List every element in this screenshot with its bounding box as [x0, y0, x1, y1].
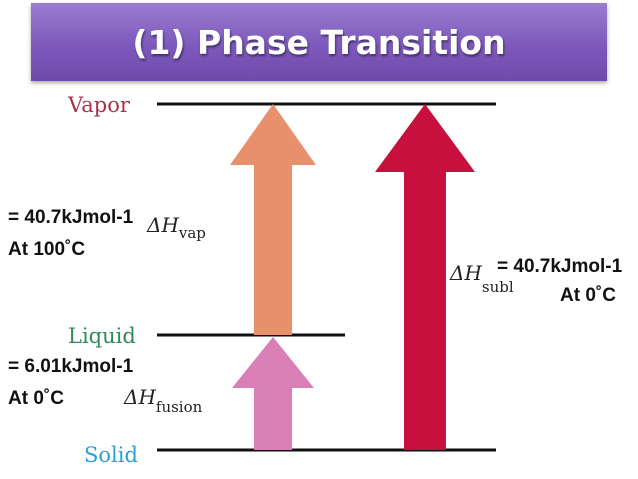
page-title: (1) Phase Transition	[132, 22, 506, 62]
subl-enthalpy-value: = 40.7kJmol-1	[497, 256, 623, 277]
dh-subl-label: ΔHsubl	[449, 261, 514, 296]
fusion-condition: At 0˚C	[8, 388, 64, 409]
vaporization-arrow	[230, 104, 316, 335]
title-banner: (1) Phase Transition	[31, 3, 607, 81]
solid-label: Solid	[84, 443, 138, 467]
liquid-label: Liquid	[68, 324, 136, 348]
dh-vap-label: ΔHvap	[146, 213, 206, 242]
fusion-arrow	[232, 337, 314, 450]
dh-fusion-label: ΔHfusion	[123, 385, 203, 416]
subl-condition: At 0˚C	[560, 285, 616, 306]
vap-condition: At 100˚C	[8, 239, 86, 260]
vap-enthalpy-value: = 40.7kJmol-1	[8, 207, 134, 228]
vapor-label: Vapor	[67, 93, 131, 117]
fusion-enthalpy-value: = 6.01kJmol-1	[8, 356, 134, 377]
sublimation-arrow	[375, 104, 475, 450]
